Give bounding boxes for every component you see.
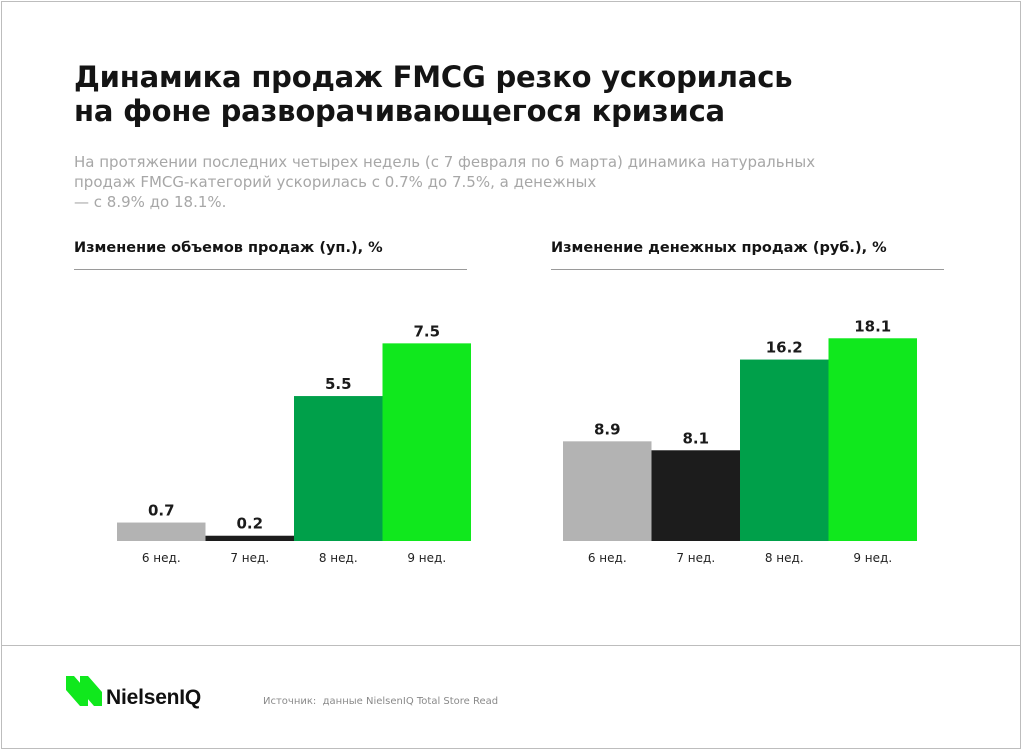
page-subtitle: На протяжении последних четырех недель (… — [74, 152, 934, 212]
value-bar-4 — [828, 338, 917, 541]
volume-bar-4 — [382, 343, 471, 541]
brand-name: NielsenIQ — [106, 686, 202, 709]
volume-bar-value-2: 0.2 — [236, 515, 263, 533]
volume-x-tick-3: 8 нед. — [319, 551, 358, 565]
value-x-tick-3: 8 нед. — [765, 551, 804, 565]
value-bar-chart: 8.9 6 нед. 8.1 7 нед. 16.2 8 нед. 18.1 9 нед. — [563, 317, 917, 565]
value-x-tick-2: 7 нед. — [676, 551, 715, 565]
volume-x-tick-2: 7 нед. — [230, 551, 269, 565]
value-bar-value-1: 8.9 — [594, 420, 621, 438]
title-line-1: Динамика продаж FMCG резко ускорилась — [74, 60, 793, 94]
value-x-tick-4: 9 нед. — [853, 551, 892, 565]
subtitle-line-2: продаж FMCG-категорий ускорилась с 0.7% … — [74, 173, 597, 191]
value-x-tick-1: 6 нед. — [588, 551, 627, 565]
nielseniq-logo — [66, 676, 102, 706]
value-bar-2 — [651, 450, 740, 541]
chart-title-value: Изменение денежных продаж (руб.), % — [551, 240, 887, 256]
volume-bar-value-4: 7.5 — [413, 322, 440, 340]
value-bar-3 — [740, 359, 829, 541]
footer-divider — [1, 645, 1021, 646]
title-line-2: на фоне разворачивающегося кризиса — [74, 94, 725, 128]
value-bar-1 — [563, 441, 652, 541]
volume-bar-1 — [117, 522, 206, 541]
chart-title-rule-value — [551, 269, 944, 270]
value-bar-value-4: 18.1 — [854, 317, 891, 335]
volume-bar-2 — [205, 535, 294, 541]
volume-x-tick-4: 9 нед. — [407, 551, 446, 565]
nielseniq-logo-mark — [66, 676, 102, 706]
subtitle-line-3: — с 8.9% до 18.1%. — [74, 193, 227, 211]
volume-bar-value-1: 0.7 — [148, 502, 175, 520]
volume-bar-3 — [294, 396, 383, 541]
volume-bar-chart: 0.7 6 нед. 0.2 7 нед. 5.5 8 нед. 7.5 9 нед. — [117, 322, 471, 565]
chart-title-volume: Изменение объемов продаж (уп.), % — [74, 240, 383, 256]
chart-title-rule-volume — [74, 269, 467, 270]
volume-bar-value-3: 5.5 — [325, 375, 352, 393]
volume-x-tick-1: 6 нед. — [142, 551, 181, 565]
value-bar-value-2: 8.1 — [682, 429, 709, 447]
source-note: Источник: данные NielsenIQ Total Store R… — [263, 696, 499, 707]
page-title: Динамика продаж FMCG резко ускорилась на… — [74, 60, 954, 128]
value-bar-value-3: 16.2 — [766, 339, 803, 357]
subtitle-line-1: На протяжении последних четырех недель (… — [74, 153, 816, 171]
